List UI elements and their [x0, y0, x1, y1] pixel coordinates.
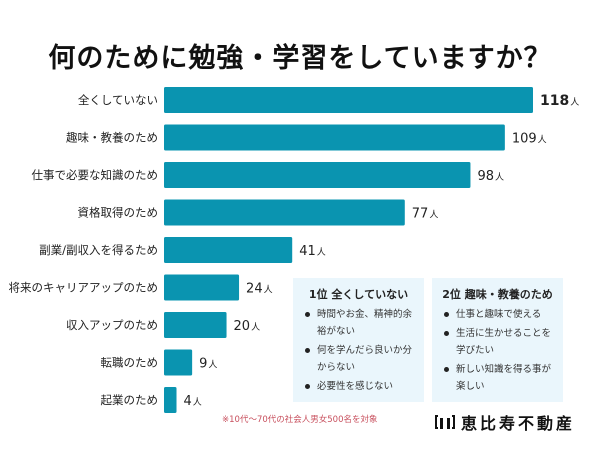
category-label: 資格取得のため — [78, 206, 159, 220]
bullet-icon — [305, 384, 310, 389]
info-item: 仕事と趣味で使える — [442, 306, 553, 323]
bar — [164, 124, 505, 151]
bar — [164, 199, 405, 226]
info-item-text: 必要性を感じない — [317, 381, 394, 392]
bullet-icon — [444, 331, 449, 336]
bar — [164, 349, 193, 376]
bar — [164, 274, 240, 301]
category-label: 転職のため — [101, 356, 159, 370]
info-item-text: 仕事と趣味で使える — [456, 309, 542, 320]
value-label: 77人 — [412, 207, 439, 222]
bullet-icon — [305, 312, 310, 317]
info-item-text: 生活に生かせることを学びたい — [456, 328, 552, 356]
value-label: 9人 — [199, 357, 217, 372]
logo-mark-icon — [435, 415, 455, 429]
category-label: 仕事で必要な知識のため — [32, 168, 159, 182]
value-label: 20人 — [234, 319, 261, 334]
category-label: 収入アップのため — [66, 318, 158, 332]
value-label: 118人 — [540, 93, 579, 109]
info-item-text: 時間やお金、精神的余裕がない — [317, 309, 413, 337]
info-item-text: 何を学んだら良いか分からない — [317, 345, 413, 373]
category-label: 趣味・教養のため — [66, 131, 158, 145]
value-label: 41人 — [299, 244, 326, 259]
category-label: 将来のキャリアアップのため — [9, 281, 159, 295]
bar — [164, 312, 227, 338]
category-label: 副業/副収入を得るため — [39, 243, 158, 257]
chart-title: 何のために勉強・学習をしていますか？ — [48, 43, 552, 74]
bullet-icon — [305, 348, 310, 353]
info-item: 何を学んだら良いか分からない — [303, 342, 414, 376]
bar — [164, 162, 471, 188]
info-item: 時間やお金、精神的余裕がない — [303, 306, 414, 340]
footnote: ※10代〜70代の社会人男女500名を対象 — [222, 415, 378, 425]
logo-text: 恵比寿不動産 — [461, 414, 576, 433]
info-item: 生活に生かせることを学びたい — [442, 325, 553, 359]
company-logo: 恵比寿不動産 — [435, 410, 575, 434]
value-label: 98人 — [477, 169, 504, 184]
value-label: 109人 — [512, 132, 547, 147]
info-item-text: 新しい知識を得る事が楽しい — [456, 364, 552, 392]
bar — [164, 237, 293, 263]
value-label: 4人 — [184, 394, 202, 409]
category-label: 起業のため — [101, 393, 159, 407]
bar — [164, 387, 177, 413]
info-box-rank-1: 1位 全くしていない 時間やお金、精神的余裕がない 何を学んだら良いか分からない… — [293, 278, 424, 402]
info-box-rank-2: 2位 趣味・教養のため 仕事と趣味で使える 生活に生かせることを学びたい 新しい… — [432, 278, 563, 402]
bullet-icon — [444, 367, 449, 372]
info-box-title: 2位 趣味・教養のため — [442, 288, 553, 301]
info-item: 新しい知識を得る事が楽しい — [442, 361, 553, 395]
category-label: 全くしていない — [78, 93, 158, 107]
info-item: 必要性を感じない — [303, 378, 414, 395]
info-box-title: 1位 全くしていない — [308, 288, 409, 301]
bar — [164, 87, 533, 113]
bullet-icon — [444, 312, 449, 317]
value-label: 24人 — [246, 282, 273, 297]
